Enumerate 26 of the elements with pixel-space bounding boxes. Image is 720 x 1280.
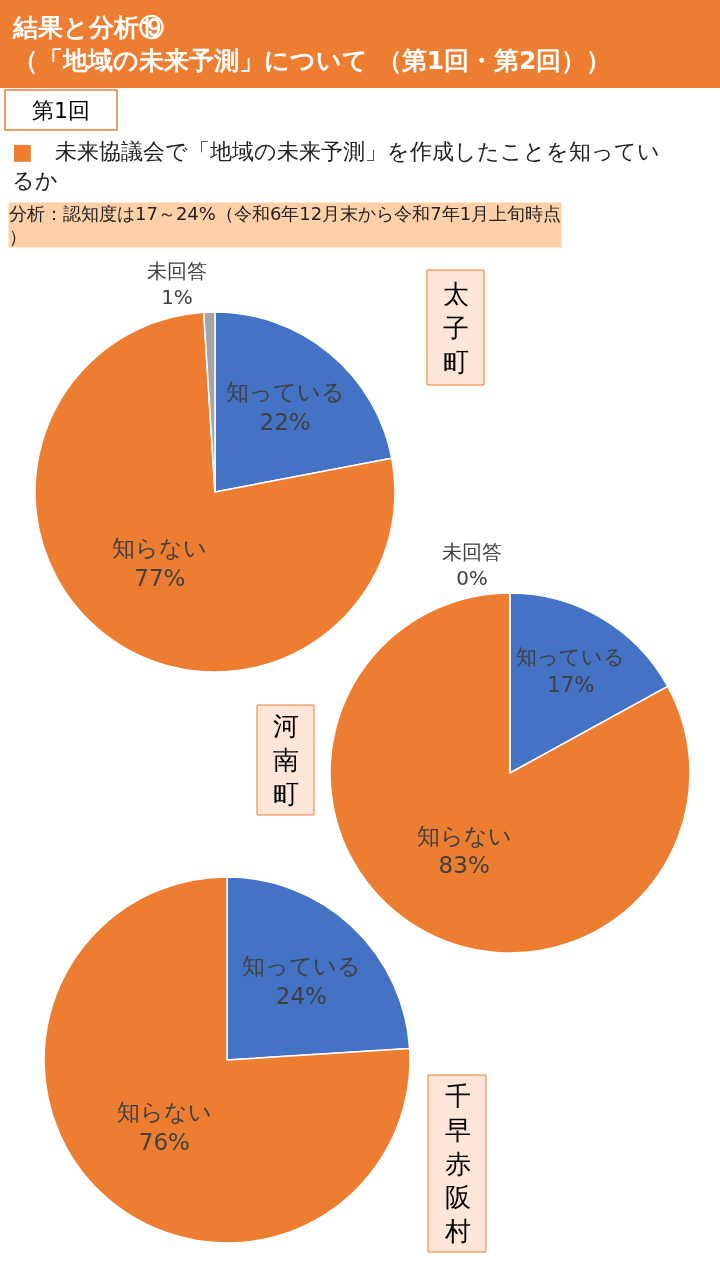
- pie-slice: [43, 876, 411, 1244]
- data-label: 1%: [161, 285, 193, 309]
- category-label: 未回答: [442, 540, 502, 564]
- slice-label: 知らない: [112, 535, 208, 562]
- text: 千早赤阪村: [444, 1081, 471, 1247]
- data-label: 24%: [275, 982, 327, 1009]
- pie-slice: [34, 311, 396, 673]
- data-label: 76%: [138, 1128, 190, 1155]
- text: 太子町: [443, 279, 469, 377]
- slice-label: 知っている: [241, 952, 361, 979]
- slice-label: 知らない: [416, 822, 512, 849]
- text: 第1回: [32, 98, 90, 123]
- text: 0%: [456, 566, 488, 590]
- slice-label: 未回答: [147, 259, 207, 283]
- text: ■ 未来協議会で「地域の未来予測」を作成したことを知っているか: [12, 139, 660, 193]
- text: 河南町: [273, 711, 299, 809]
- slice-label: 知っている: [516, 643, 626, 669]
- text: 結果と分析⑲ （「地域の未来予測」について （第1回・第2回））: [12, 13, 612, 75]
- data-label: 17%: [547, 671, 595, 697]
- data-label: 77%: [134, 565, 186, 592]
- slice-label: 知らない: [116, 1098, 212, 1125]
- data-label: 22%: [259, 409, 311, 436]
- pie-slice: [329, 592, 691, 954]
- slice-label: 知っている: [225, 379, 345, 406]
- data-label: 83%: [438, 852, 490, 879]
- text: 分析：認知度は17～24%（令和6年12月末から令和7年1月上旬時点）: [9, 203, 562, 248]
